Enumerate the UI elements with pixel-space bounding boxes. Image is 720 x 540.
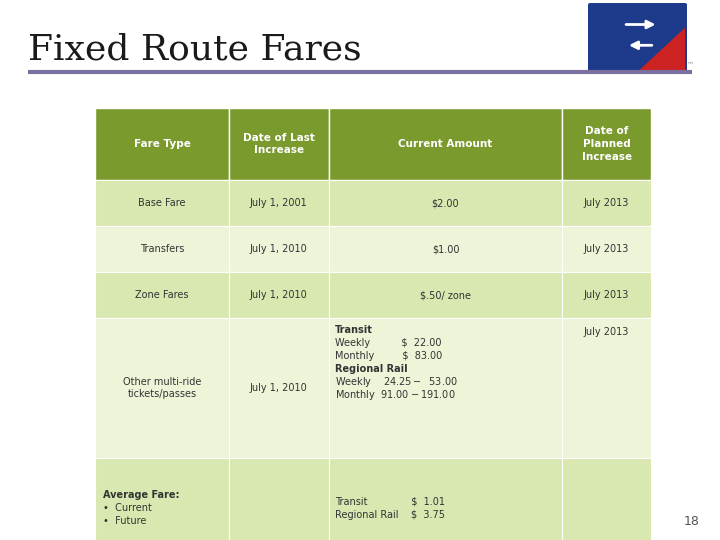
Text: Base Fare: Base Fare: [138, 198, 186, 208]
Text: Transit              $  1.01: Transit $ 1.01: [335, 496, 445, 507]
Text: Transit: Transit: [335, 325, 372, 335]
FancyBboxPatch shape: [588, 3, 687, 72]
Polygon shape: [639, 28, 685, 70]
Text: $2.00: $2.00: [432, 198, 459, 208]
Bar: [562, 318, 651, 458]
Bar: [229, 108, 329, 180]
Bar: [329, 318, 562, 458]
Text: Other multi-ride
tickets/passes: Other multi-ride tickets/passes: [123, 376, 201, 400]
Text: July 1, 2010: July 1, 2010: [250, 244, 307, 254]
Bar: [329, 226, 562, 272]
Text: Transfers: Transfers: [140, 244, 184, 254]
Bar: [95, 180, 229, 226]
Text: July 2013: July 2013: [584, 198, 629, 208]
Bar: [95, 272, 229, 318]
Text: July 1, 2010: July 1, 2010: [250, 383, 307, 393]
Bar: [95, 226, 229, 272]
Text: Fare Type: Fare Type: [133, 139, 190, 149]
Bar: [329, 272, 562, 318]
Text: Regional Rail: Regional Rail: [335, 364, 408, 374]
Text: ™: ™: [687, 61, 694, 67]
Bar: [95, 318, 229, 458]
Text: Date of
Planned
Increase: Date of Planned Increase: [582, 126, 631, 162]
Text: Date of Last
Increase: Date of Last Increase: [243, 133, 315, 156]
Text: $1.00: $1.00: [432, 244, 459, 254]
Text: Weekly    $24.25 - $  53.00: Weekly $24.25 - $ 53.00: [335, 375, 458, 389]
Bar: [329, 108, 562, 180]
Bar: [229, 226, 329, 272]
Bar: [329, 458, 562, 540]
Text: Zone Fares: Zone Fares: [135, 290, 189, 300]
Text: July 1, 2010: July 1, 2010: [250, 290, 307, 300]
Bar: [562, 458, 651, 540]
Text: Monthly         $  83.00: Monthly $ 83.00: [335, 351, 442, 361]
Bar: [562, 272, 651, 318]
Text: 18: 18: [684, 515, 700, 528]
Bar: [562, 108, 651, 180]
Bar: [229, 180, 329, 226]
Text: Current Amount: Current Amount: [398, 139, 492, 149]
Bar: [229, 318, 329, 458]
Text: •  Future: • Future: [103, 516, 146, 526]
Text: $.50/ zone: $.50/ zone: [420, 290, 471, 300]
Bar: [329, 180, 562, 226]
Bar: [562, 226, 651, 272]
Bar: [562, 180, 651, 226]
Text: July 2013: July 2013: [584, 244, 629, 254]
Text: Regional Rail    $  3.75: Regional Rail $ 3.75: [335, 510, 445, 519]
Text: Monthly  $91.00 - $191.00: Monthly $91.00 - $191.00: [335, 388, 455, 402]
Bar: [229, 272, 329, 318]
Bar: [95, 458, 229, 540]
Text: Fixed Route Fares: Fixed Route Fares: [28, 33, 361, 67]
Text: July 2013: July 2013: [584, 290, 629, 300]
Text: July 1, 2001: July 1, 2001: [250, 198, 307, 208]
Bar: [95, 108, 229, 180]
Bar: [229, 458, 329, 540]
Text: Average Fare:: Average Fare:: [103, 490, 179, 500]
Text: •  Current: • Current: [103, 503, 152, 513]
Text: Weekly          $  22.00: Weekly $ 22.00: [335, 338, 441, 348]
Text: July 2013: July 2013: [584, 327, 629, 337]
